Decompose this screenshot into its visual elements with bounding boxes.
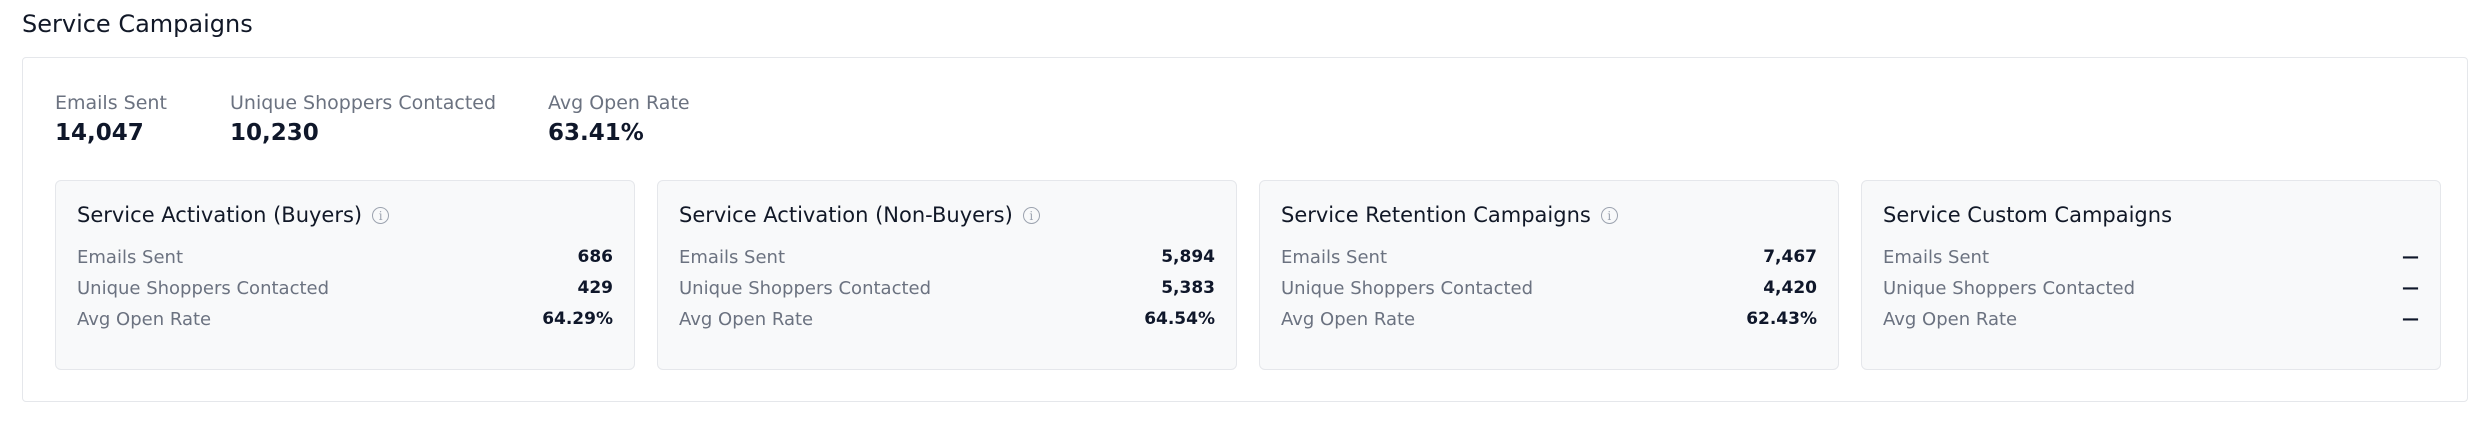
metric-row: Emails Sent 686	[77, 247, 613, 268]
info-icon[interactable]: i	[1600, 206, 1618, 224]
metric-row: Avg Open Rate 64.29%	[77, 309, 613, 330]
metric-value: 64.29%	[542, 309, 613, 329]
summary-stat: Emails Sent 14,047	[55, 92, 167, 146]
metric-value: 686	[577, 247, 614, 267]
stat-label: Avg Open Rate	[548, 92, 690, 114]
metric-label: Unique Shoppers Contacted	[77, 278, 330, 299]
stat-value: 63.41%	[548, 120, 644, 146]
metric-row: Avg Open Rate 64.54%	[679, 309, 1215, 330]
metric-label: Emails Sent	[679, 247, 786, 268]
metric-label: Unique Shoppers Contacted	[679, 278, 932, 299]
metric-row: Unique Shoppers Contacted 4,420	[1281, 278, 1817, 299]
metric-value: 62.43%	[1746, 309, 1817, 329]
metric-row: Unique Shoppers Contacted —	[1883, 278, 2419, 299]
metric-row: Avg Open Rate 62.43%	[1281, 309, 1817, 330]
metric-row: Emails Sent 7,467	[1281, 247, 1817, 268]
metric-label: Avg Open Rate	[1883, 309, 2018, 330]
summary-stat: Unique Shoppers Contacted 10,230	[230, 92, 496, 146]
section-title: Service Campaigns	[22, 10, 253, 38]
card-title: Service Custom Campaigns	[1883, 203, 2172, 227]
metric-value: —	[2402, 278, 2419, 298]
stat-label: Unique Shoppers Contacted	[230, 92, 497, 114]
metric-label: Unique Shoppers Contacted	[1883, 278, 2136, 299]
card-title-text: Service Custom Campaigns	[1883, 203, 2173, 227]
info-icon[interactable]: i	[1022, 206, 1040, 224]
metric-value: 7,467	[1763, 247, 1817, 267]
metric-label: Avg Open Rate	[77, 309, 212, 330]
metric-value: 5,383	[1161, 278, 1215, 298]
metric-value: 64.54%	[1144, 309, 1215, 329]
metric-label: Avg Open Rate	[1281, 309, 1416, 330]
metric-value: —	[2402, 247, 2419, 267]
card-title: Service Retention Campaigns i	[1281, 203, 1618, 227]
metric-label: Avg Open Rate	[679, 309, 814, 330]
campaign-card: Service Activation (Non-Buyers) i Emails S…	[657, 180, 1237, 370]
card-title: Service Activation (Buyers) i	[77, 203, 390, 227]
card-title-text: Service Retention Campaigns	[1281, 203, 1591, 227]
metric-label: Emails Sent	[1883, 247, 1990, 268]
stat-label: Emails Sent	[55, 92, 167, 114]
campaign-card: Service Activation (Buyers) i Emails Sent 6…	[55, 180, 635, 370]
metric-value: 4,420	[1763, 278, 1817, 298]
campaign-card: Service Custom Campaigns Emails Sent — Uniq…	[1861, 180, 2441, 370]
metric-value: —	[2402, 309, 2419, 329]
panel	[22, 57, 2468, 402]
metric-row: Emails Sent —	[1883, 247, 2419, 268]
summary-stat: Avg Open Rate 63.41%	[548, 92, 690, 146]
card-title-text: Service Activation (Non-Buyers)	[679, 203, 1013, 227]
metric-row: Unique Shoppers Contacted 429	[77, 278, 613, 299]
metric-value: 429	[577, 278, 614, 298]
campaign-card: Service Retention Campaigns i Emails Sent 7…	[1259, 180, 1839, 370]
stat-value: 10,230	[230, 120, 319, 146]
info-icon[interactable]: i	[372, 206, 390, 224]
card-title: Service Activation (Non-Buyers) i	[679, 203, 1040, 227]
metric-label: Unique Shoppers Contacted	[1281, 278, 1534, 299]
metric-row: Avg Open Rate —	[1883, 309, 2419, 330]
stat-value: 14,047	[55, 120, 144, 146]
metric-label: Emails Sent	[77, 247, 184, 268]
metric-row: Unique Shoppers Contacted 5,383	[679, 278, 1215, 299]
metric-value: 5,894	[1161, 247, 1215, 267]
card-title-text: Service Activation (Buyers)	[77, 203, 363, 227]
metric-label: Emails Sent	[1281, 247, 1388, 268]
metric-row: Emails Sent 5,894	[679, 247, 1215, 268]
